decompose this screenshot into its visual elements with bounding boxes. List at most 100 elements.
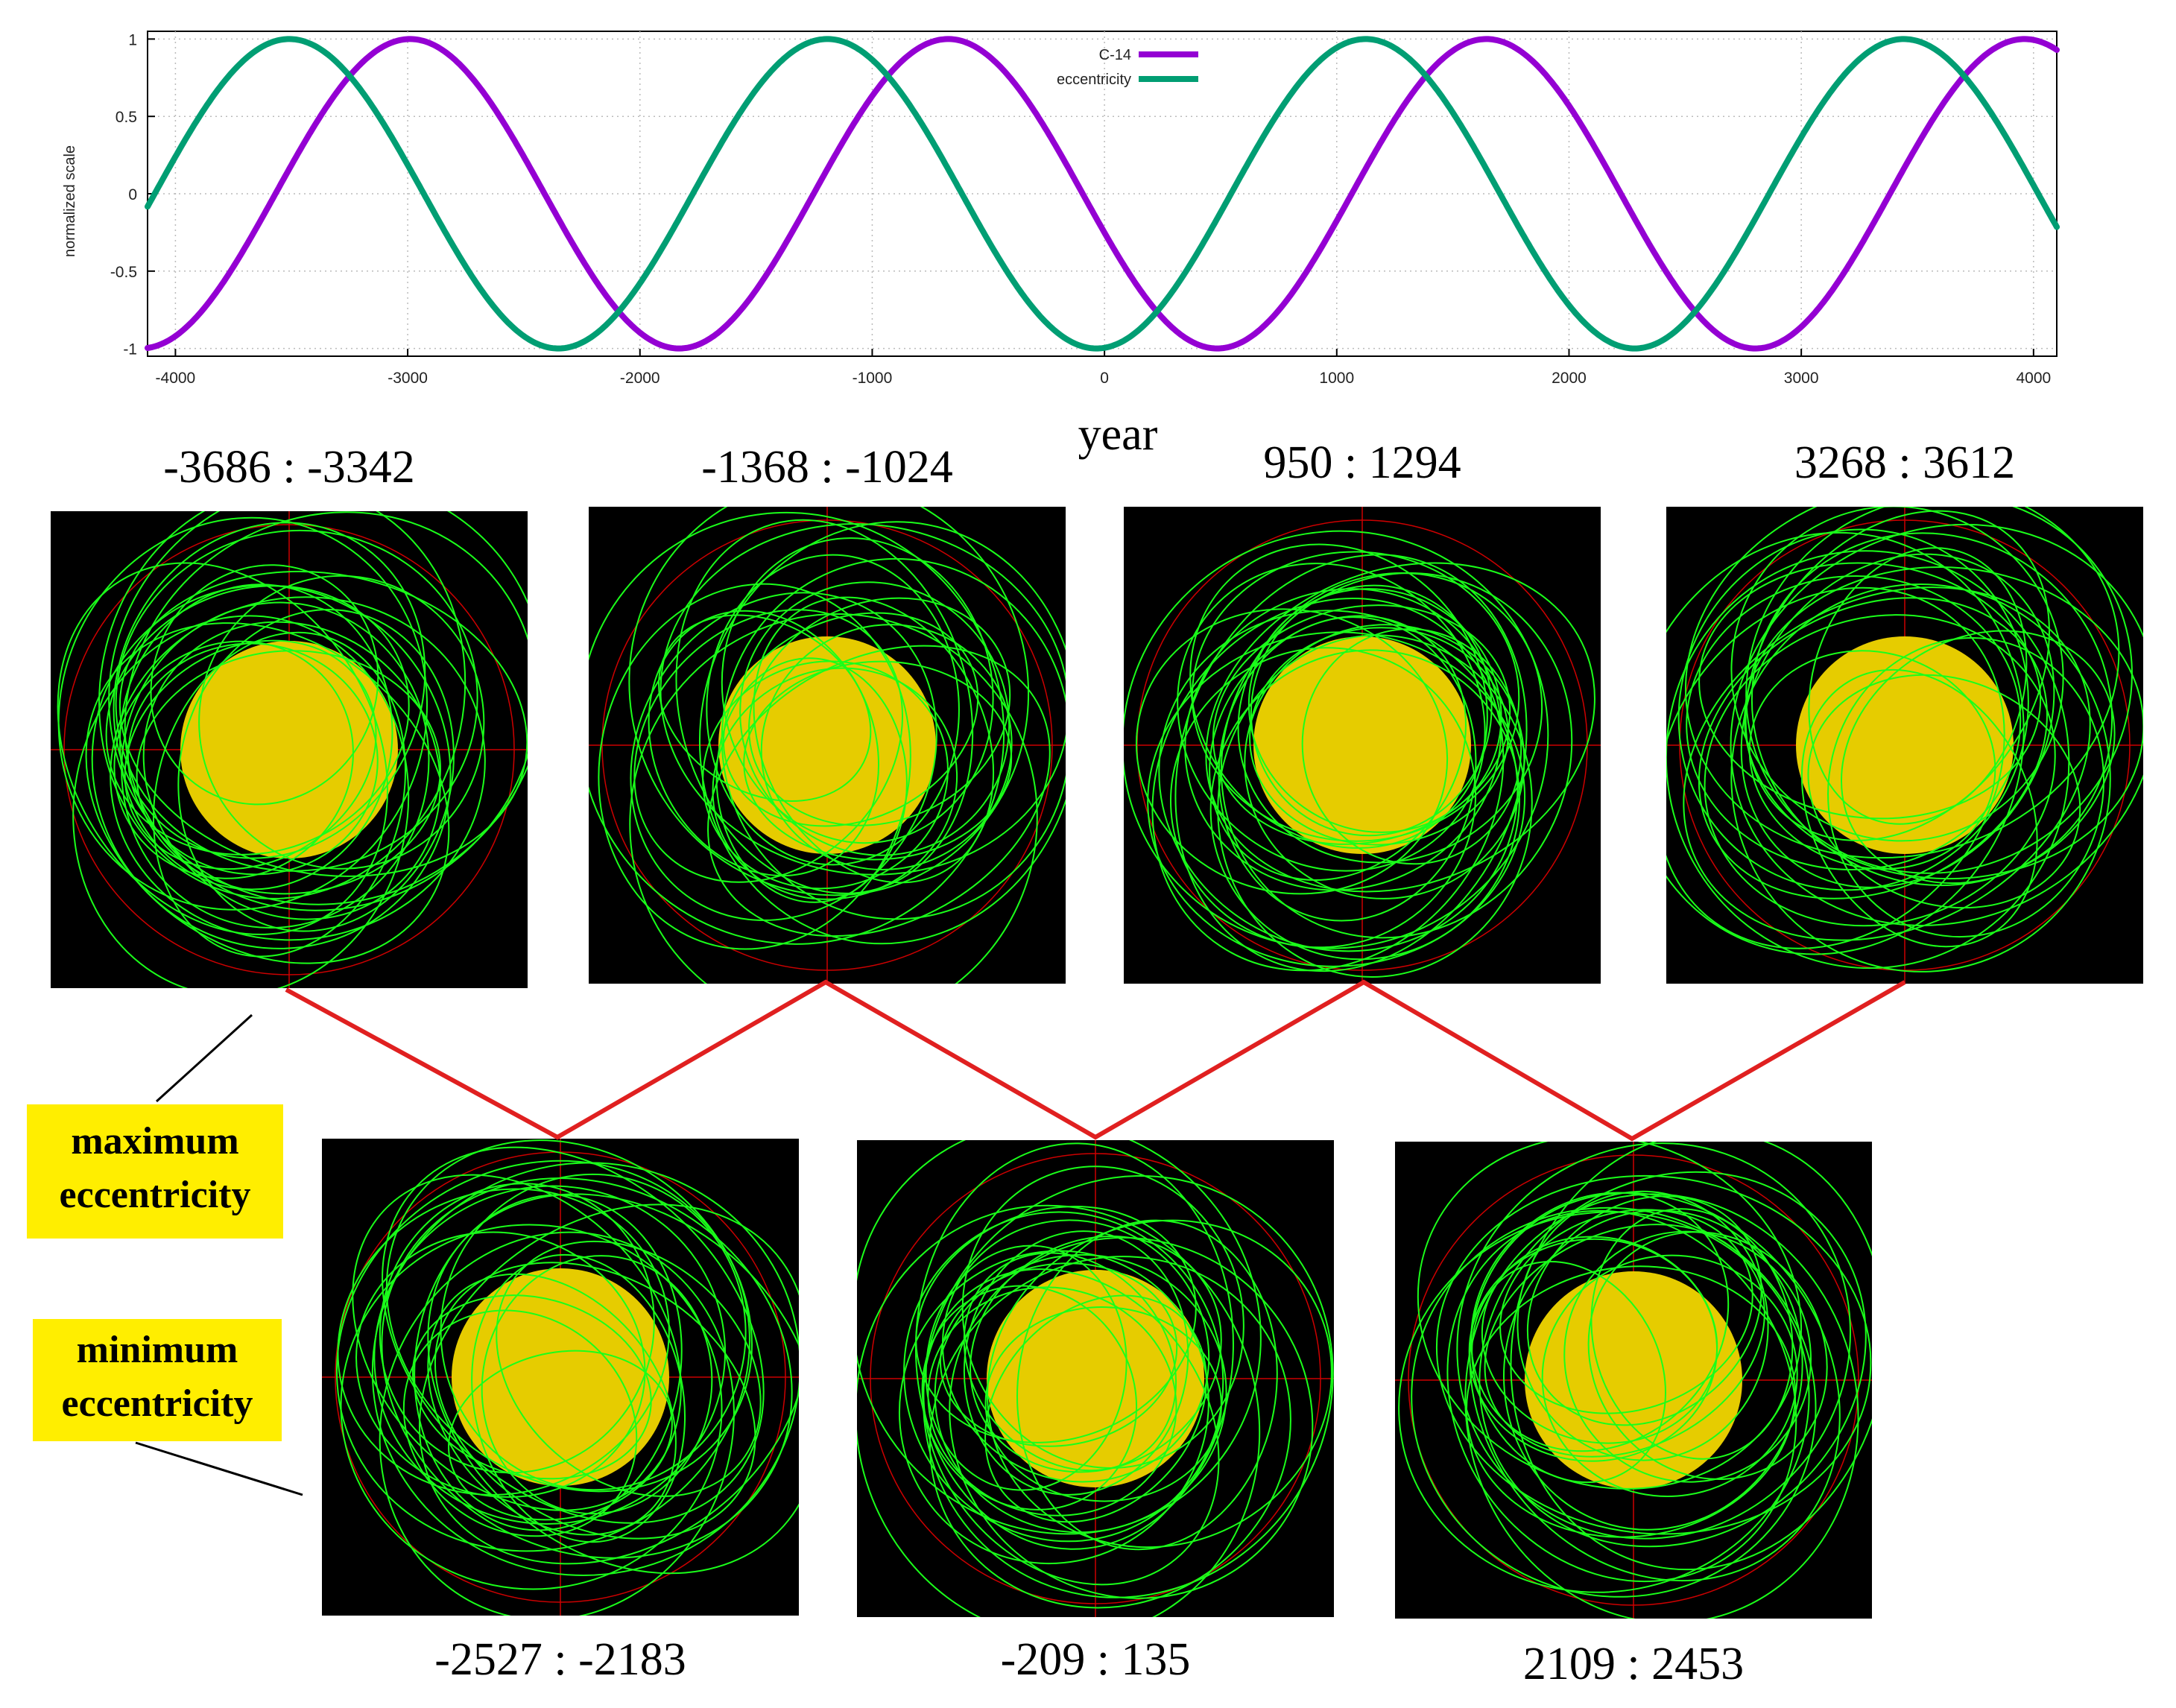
- orbit-ellipse: [414, 1194, 683, 1531]
- orbit-ellipse: [1478, 1171, 1867, 1548]
- x-tick-label: -2000: [620, 370, 660, 387]
- orbit-ellipse: [1184, 588, 1502, 891]
- orbit-ellipse: [963, 1252, 1177, 1472]
- series-line-c14: [145, 36, 2060, 352]
- orbit-ellipse: [921, 1285, 1138, 1511]
- orbit-panel-top-4: [1666, 507, 2143, 984]
- orbit-ellipse: [427, 1193, 799, 1575]
- orbit-ellipse: [121, 601, 430, 929]
- orbit-ellipse: [1435, 1174, 1872, 1535]
- orbit-ellipse: [1730, 507, 2064, 842]
- orbit-ellipse: [707, 645, 1051, 937]
- orbit-panel-bottom-1: [322, 1139, 799, 1616]
- orbit-ellipse: [706, 554, 960, 866]
- minimum-eccentricity-tag: minimum eccentricity: [33, 1319, 282, 1441]
- orbit-ellipse: [1151, 598, 1505, 972]
- orbit-plot: [857, 1140, 1334, 1617]
- y-tick-label: -0.5: [110, 264, 137, 281]
- orbit-ellipse: [715, 657, 908, 903]
- x-tick-label: -1000: [853, 370, 893, 387]
- orbit-ellipse: [1465, 1265, 1797, 1538]
- orbit-ellipse: [1666, 586, 2005, 949]
- orbit-ellipse: [857, 1204, 1261, 1617]
- x-tick-label: -4000: [156, 370, 196, 387]
- orbit-ellipse: [337, 1188, 670, 1496]
- orbit-ellipse: [1177, 563, 1486, 872]
- orbit-ellipse: [984, 1306, 1222, 1502]
- orbit-ellipse: [1147, 631, 1526, 967]
- orbit-ellipse: [1666, 550, 2070, 970]
- orbit-panel-top-3: [1124, 507, 1601, 984]
- x-tick-label: 3000: [1784, 370, 1819, 387]
- orbit-ellipse: [722, 612, 979, 827]
- x-tick-label: 1000: [1319, 370, 1354, 387]
- orbit-ellipse: [105, 585, 410, 855]
- orbit-ellipse: [925, 1244, 1127, 1491]
- x-tick-label: 4000: [2016, 370, 2051, 387]
- orbit-ellipse: [942, 1219, 1210, 1483]
- orbit-ellipse: [1136, 608, 1449, 895]
- orbit-ellipse: [1744, 566, 2143, 880]
- orbit-ellipse: [648, 610, 880, 877]
- maximum-eccentricity-tag: maximum eccentricity: [27, 1104, 283, 1239]
- orbit-ellipse: [1016, 1219, 1278, 1551]
- orbit-ellipse: [1750, 532, 2113, 887]
- orbit-ellipse: [702, 660, 949, 890]
- orbit-ellipse: [136, 650, 441, 895]
- tag-min-line1: minimum: [76, 1329, 238, 1371]
- orbit-ellipse: [1446, 1209, 1797, 1583]
- y-tick-label: 1: [128, 31, 137, 48]
- orbit-plot: [51, 511, 528, 988]
- orbit-ellipse: [198, 575, 485, 870]
- orbit-ellipse: [1730, 583, 2111, 972]
- sun-disc: [452, 1268, 669, 1486]
- orbit-ellipse: [753, 596, 995, 884]
- x-axis: -4000 -3000 -2000 -1000 0 1000 2000 3000 4000: [156, 349, 2051, 387]
- panel-label-top-1: -3686 : -3342: [163, 442, 415, 493]
- orbit-ellipse: [939, 1262, 1178, 1447]
- series-line-eccentricity: [145, 36, 2060, 352]
- orbit-ellipse: [1800, 668, 2038, 948]
- orbit-ellipse: [1174, 554, 1528, 972]
- orbit-ellipse: [1563, 1230, 1812, 1483]
- sun-disc: [1525, 1271, 1742, 1489]
- orbit-ellipse: [371, 1162, 799, 1576]
- orbit-ellipse: [857, 1140, 1262, 1535]
- orbit-ellipse: [1698, 562, 2042, 820]
- orbit-ellipse: [1590, 1208, 1794, 1460]
- orbit-ellipse: [739, 581, 1010, 856]
- pointer-line-minimum: [135, 1441, 303, 1496]
- x-tick-label: 0: [1100, 370, 1109, 387]
- orbit-ellipse: [1250, 584, 1493, 837]
- orbit-ellipse: [1220, 572, 1573, 939]
- red-connector-zigzag: [285, 979, 1906, 1142]
- orbit-ellipse: [1526, 1195, 1762, 1426]
- orbit-panel-bottom-2: [857, 1140, 1334, 1617]
- orbit-ellipse: [898, 1250, 1209, 1565]
- panel-label-bottom-2: -209 : 135: [1000, 1634, 1191, 1685]
- legend: C-14 eccentricity: [1057, 47, 1198, 88]
- x-tick-label: -3000: [388, 370, 428, 387]
- pointer-line-maximum: [155, 1013, 253, 1103]
- orbit-plot: [589, 507, 1066, 984]
- orbit-ellipse: [1499, 1209, 1753, 1414]
- orbit-ellipse: [1807, 674, 2081, 909]
- orbit-ellipse: [1212, 604, 1511, 845]
- orbit-ellipse: [150, 564, 379, 806]
- orbit-ellipse: [1464, 1193, 1859, 1619]
- orbit-panel-bottom-3: [1395, 1142, 1872, 1619]
- orbit-ellipse: [1189, 543, 1488, 849]
- tag-min-line2: eccentricity: [61, 1382, 253, 1425]
- y-tick-label: 0: [128, 186, 137, 203]
- orbit-ellipse: [340, 1224, 723, 1590]
- orbit-ellipse: [675, 519, 974, 894]
- legend-label-eccentricity: eccentricity: [1057, 72, 1131, 88]
- orbit-ellipse: [987, 1219, 1332, 1549]
- orbit-ellipse: [57, 516, 428, 911]
- orbit-ellipse: [108, 511, 528, 905]
- orbit-plot: [1395, 1142, 1872, 1619]
- x-axis-label: year: [1078, 409, 1158, 460]
- y-axis-label: normalized scale: [62, 145, 78, 257]
- orbit-ellipse: [1411, 1206, 1817, 1598]
- orbit-ellipse: [628, 507, 1030, 896]
